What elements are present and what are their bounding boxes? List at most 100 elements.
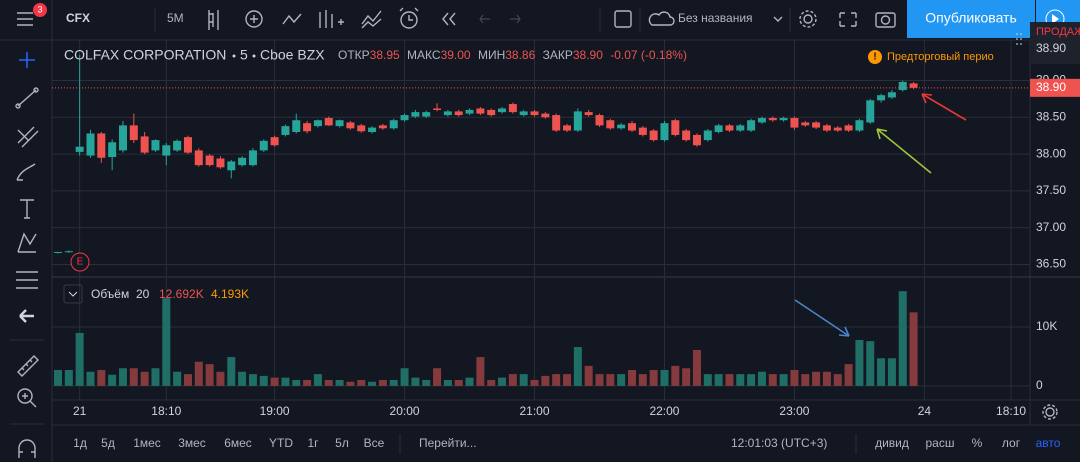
candle-body: [411, 112, 420, 117]
range-button[interactable]: 5д: [101, 436, 115, 450]
range-button[interactable]: YTD: [269, 436, 293, 450]
last-price-tag: [1030, 78, 1080, 97]
fullscreen[interactable]: [839, 12, 857, 27]
candle-body: [617, 124, 626, 129]
candle-body: [736, 125, 745, 131]
candle-body: [433, 108, 442, 110]
y-tick-label: 37.50: [1036, 183, 1066, 197]
volume-bar: [714, 374, 723, 386]
earnings-marker[interactable]: [70, 252, 90, 272]
x-tick-label: 22:00: [649, 404, 679, 418]
alerts-chart[interactable]: [361, 10, 382, 29]
range-button[interactable]: 5л: [335, 436, 349, 450]
candle-body: [108, 142, 117, 158]
volume-bar: [476, 357, 485, 386]
volume-bar: [205, 364, 214, 386]
symbol[interactable]: CFX: [66, 11, 90, 25]
volume-bar: [86, 371, 95, 386]
candle-body: [54, 251, 62, 253]
scale-option[interactable]: авто: [1036, 436, 1061, 450]
settings[interactable]: [799, 10, 817, 28]
candle-body: [248, 150, 257, 166]
volume-bar: [627, 370, 636, 386]
candle-body: [790, 118, 799, 128]
volume-bar: [378, 380, 387, 386]
sell-box[interactable]: [1030, 22, 1080, 64]
last-price-label: 38.90: [1036, 80, 1066, 94]
range-button[interactable]: 1мес: [133, 436, 161, 450]
volume-bar: [368, 381, 377, 386]
text-tool[interactable]: [20, 199, 34, 219]
back[interactable]: [19, 309, 34, 323]
candle-body: [270, 137, 279, 146]
menu-button[interactable]: [17, 12, 33, 26]
fullscreen-select[interactable]: [614, 10, 632, 28]
range-button[interactable]: 1г: [307, 436, 319, 450]
fib[interactable]: [17, 126, 39, 148]
brush[interactable]: [16, 163, 36, 181]
undo[interactable]: [479, 14, 490, 24]
x-tick-label: 19:00: [260, 404, 290, 418]
indicators[interactable]: [245, 10, 263, 28]
redo[interactable]: [510, 14, 521, 24]
templates[interactable]: [319, 10, 344, 28]
candle-body: [498, 108, 507, 113]
chevron[interactable]: [773, 16, 783, 22]
value: 39.00: [441, 48, 471, 62]
volume-bar: [822, 371, 831, 386]
volume-bar: [584, 365, 593, 386]
candle-body: [227, 161, 236, 171]
alert[interactable]: [399, 7, 419, 29]
compare[interactable]: [282, 13, 302, 25]
range-button[interactable]: 1д: [73, 436, 87, 450]
volume-bar: [725, 374, 734, 386]
candle-body: [692, 134, 701, 146]
candle-body: [606, 120, 615, 129]
candle-body: [508, 104, 517, 113]
trend-line[interactable]: [17, 89, 37, 107]
layout-name[interactable]: Без названия: [678, 11, 753, 25]
sell-label: ПРОДАЖ: [1036, 26, 1080, 38]
zoom[interactable]: [17, 388, 37, 408]
cloud-icon: [648, 11, 675, 26]
candle-body: [725, 125, 734, 131]
y-tick-label: 37.00: [1036, 220, 1066, 234]
drag-handle[interactable]: [1016, 33, 1022, 45]
ruler[interactable]: [17, 355, 39, 377]
candle-body: [313, 120, 322, 127]
scale-option[interactable]: расш: [926, 436, 955, 450]
candle-body: [389, 120, 398, 129]
candle-body: [400, 115, 409, 121]
separator-dot: [252, 54, 256, 58]
publish-button[interactable]: [907, 0, 1035, 38]
prediction[interactable]: [16, 271, 38, 289]
scale-option[interactable]: дивид: [875, 436, 909, 450]
candle-body: [118, 125, 127, 151]
range-button[interactable]: 6мес: [224, 436, 252, 450]
candle-body: [877, 95, 886, 101]
candle-body: [303, 123, 312, 132]
range-button[interactable]: Все: [364, 436, 385, 450]
crosshair[interactable]: [19, 52, 35, 68]
range-button[interactable]: 3мес: [178, 436, 206, 450]
pattern[interactable]: [17, 232, 37, 253]
candles-style[interactable]: [208, 10, 219, 30]
candle-body: [238, 157, 247, 166]
snapshot[interactable]: [875, 12, 896, 28]
candle-body: [757, 118, 766, 123]
volume-name: Объём: [91, 287, 129, 301]
replay[interactable]: [442, 12, 456, 26]
warning-icon[interactable]: [868, 50, 882, 64]
y-tick-label: 36.50: [1036, 257, 1066, 271]
volume-bar: [541, 375, 550, 386]
scale-option[interactable]: %: [972, 436, 983, 450]
badge-count: 3: [37, 4, 42, 14]
goto[interactable]: Перейти...: [419, 436, 477, 450]
volume-bar: [660, 370, 669, 386]
candle-body: [194, 150, 203, 166]
interval[interactable]: 5M: [167, 11, 184, 25]
collapse-button[interactable]: [63, 284, 83, 304]
axis-settings[interactable]: [1042, 404, 1058, 420]
magnet[interactable]: [18, 439, 36, 458]
scale-option[interactable]: лог: [1002, 436, 1021, 450]
